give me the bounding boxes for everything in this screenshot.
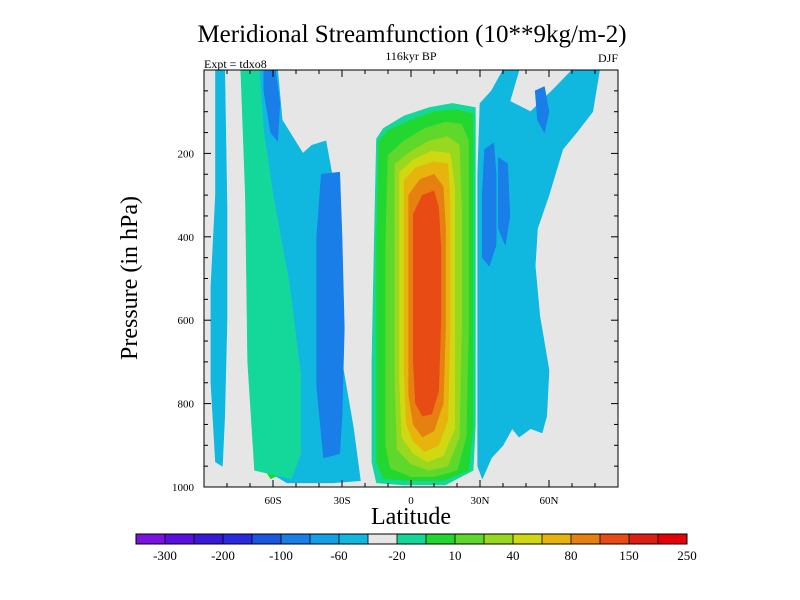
y-axis-label: Pressure (in hPa) <box>117 196 143 360</box>
colorbar-swatch <box>658 534 688 544</box>
colorbar-swatch <box>223 534 253 544</box>
y-tick-label: 400 <box>178 232 195 244</box>
plot-area: 60S 30S 0 30N 60N 200 400 600 800 1000 <box>172 69 619 507</box>
colorbar-label: 40 <box>507 548 520 563</box>
contour-region-northern-ferrel-core-1 <box>481 142 497 267</box>
y-tick-label: 600 <box>178 315 195 327</box>
y-tick-label: 1000 <box>172 482 195 494</box>
colorbar-label: -60 <box>330 548 347 563</box>
colorbar-label: 80 <box>565 548 578 563</box>
x-tick-label: 30S <box>333 495 350 507</box>
colorbar-label: 150 <box>619 548 639 563</box>
colorbar-label: -100 <box>269 548 293 563</box>
colorbar-swatch <box>542 534 572 544</box>
colorbar-label: -20 <box>388 548 405 563</box>
colorbar-label: -300 <box>153 548 177 563</box>
colorbar-swatch <box>339 534 369 544</box>
contour-region-tropical-200 <box>412 190 442 417</box>
chart-subtitle-right: DJF <box>598 51 618 65</box>
colorbar-swatch <box>281 534 311 544</box>
colorbar-swatch <box>397 534 427 544</box>
colorbar-swatch <box>310 534 340 544</box>
colorbar-swatch <box>484 534 514 544</box>
colorbar-swatch <box>513 534 543 544</box>
colorbar-frame <box>135 533 688 545</box>
colorbar-label: 250 <box>677 548 697 563</box>
x-axis-label: Latitude <box>371 504 451 530</box>
chart-title: Meridional Streamfunction (10**9kg/m-2) <box>197 21 626 48</box>
contour-region-northern-ferrel-core-2 <box>498 157 511 246</box>
contour-region-southern-hadley-cell-outer <box>240 69 301 480</box>
colorbar-swatch <box>455 534 485 544</box>
colorbar-swatch <box>368 534 398 544</box>
colorbar-swatch <box>194 534 224 544</box>
colorbar-swatch <box>571 534 601 544</box>
colorbar-swatch <box>165 534 195 544</box>
colorbar-swatch <box>426 534 456 544</box>
colorbar-swatch <box>600 534 630 544</box>
contour-regions <box>210 69 600 486</box>
y-tick-label: 800 <box>178 399 195 411</box>
chart-subtitle-left: Expt = tdxo8 <box>204 57 267 71</box>
axis-ticks: 60S 30S 0 30N 60N 200 400 600 800 1000 <box>172 70 618 507</box>
contour-region-northern-ferrel-core-3 <box>534 86 550 133</box>
colorbar-swatch <box>252 534 282 544</box>
x-tick-label: 0 <box>408 495 414 507</box>
x-tick-label: 60S <box>264 495 281 507</box>
colorbar-swatch <box>629 534 659 544</box>
contour-region-southern-ferrel-cell-core-2 <box>316 171 345 459</box>
x-tick-label: 60N <box>540 495 559 507</box>
colorbar: -300 -200 -100 -60 -20 10 40 80 150 250 <box>135 533 697 563</box>
colorbar-label: 10 <box>449 548 462 563</box>
contour-region-south-polar-cell <box>210 69 228 467</box>
plot-frame <box>203 69 619 488</box>
x-tick-label: 30N <box>471 495 490 507</box>
colorbar-label: -200 <box>211 548 235 563</box>
y-tick-label: 200 <box>178 148 195 160</box>
chart-subtitle-center: 116kyr BP <box>385 49 437 63</box>
colorbar-swatch <box>136 534 166 544</box>
